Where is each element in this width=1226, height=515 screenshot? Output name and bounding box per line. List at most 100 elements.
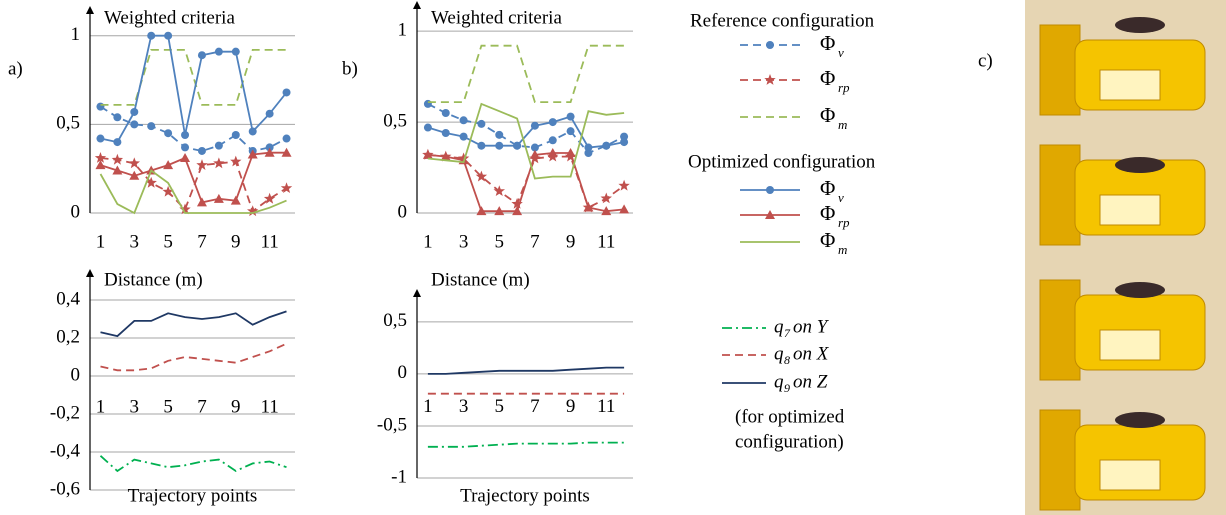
axis-arrow — [413, 1, 421, 9]
robot-frame — [1039, 24, 1206, 511]
x-tick-label: 11 — [597, 396, 615, 417]
marker — [147, 122, 156, 131]
marker — [113, 138, 122, 147]
legend-title: Reference configuration — [690, 10, 875, 31]
legend-label: Φ — [820, 66, 835, 90]
marker — [529, 149, 540, 159]
series-line — [427, 441, 625, 448]
marker — [282, 134, 291, 143]
legend-subscript: v — [838, 45, 844, 60]
marker — [181, 131, 190, 139]
marker — [230, 155, 242, 167]
x-tick-label: 11 — [597, 231, 615, 252]
legend-suffix: on X — [793, 343, 830, 364]
series-line — [100, 49, 287, 106]
x-tick-label: 9 — [566, 396, 576, 417]
x-tick-label: 7 — [197, 231, 207, 252]
legend-label: q — [774, 371, 784, 392]
legend-suffix: on Z — [793, 371, 828, 392]
marker — [495, 141, 504, 150]
y-tick-label: 1 — [398, 20, 408, 41]
series-line — [100, 34, 288, 144]
marker — [477, 119, 486, 128]
marker — [530, 121, 539, 130]
marker — [247, 149, 258, 159]
marker — [147, 31, 156, 40]
marker — [181, 143, 190, 152]
y-tick-label: 0 — [71, 364, 81, 385]
marker — [459, 116, 468, 125]
marker — [196, 197, 207, 207]
x-tick-label: 3 — [459, 231, 469, 252]
marker — [130, 120, 139, 129]
legend-label: Φ — [820, 176, 835, 200]
robot-renderings — [1025, 0, 1226, 515]
x-tick-label: 1 — [423, 231, 433, 252]
legend-label: q — [774, 316, 784, 337]
legend-subscript: 8 — [784, 353, 790, 367]
y-tick-label: -0,2 — [50, 402, 80, 423]
marker — [180, 153, 191, 163]
marker — [94, 152, 107, 163]
marker — [164, 31, 173, 40]
marker — [459, 132, 468, 141]
marker — [512, 206, 523, 216]
marker — [162, 185, 174, 197]
legend-label: Φ — [820, 201, 835, 225]
y-tick-label: 0,4 — [56, 288, 80, 309]
series-line — [100, 151, 287, 204]
panel-label: b) — [342, 58, 358, 79]
x-tick-label: 3 — [459, 396, 469, 417]
marker — [423, 123, 432, 132]
y-tick-label: -1 — [391, 466, 407, 487]
axis-title: Distance (m) — [431, 269, 530, 290]
marker — [619, 204, 630, 214]
marker — [764, 74, 776, 85]
x-axis-label: Trajectory points — [460, 485, 590, 506]
x-tick-label: 7 — [530, 396, 540, 417]
marker — [547, 148, 558, 157]
marker — [584, 143, 593, 152]
marker — [247, 205, 259, 217]
marker — [566, 127, 575, 136]
marker — [476, 206, 487, 216]
y-tick-label: 0,2 — [56, 326, 80, 347]
y-tick-label: 0 — [398, 362, 408, 383]
marker — [423, 99, 432, 108]
marker — [264, 147, 275, 157]
series-line — [427, 366, 625, 375]
series-line — [100, 310, 287, 338]
marker — [197, 51, 206, 60]
x-tick-label: 1 — [96, 396, 106, 417]
marker — [214, 47, 223, 56]
y-tick-label: 0,5 — [56, 113, 80, 134]
x-tick-label: 5 — [495, 231, 505, 252]
legend-label: Φ — [820, 31, 835, 55]
marker — [163, 160, 174, 170]
axis-title: Weighted criteria — [431, 7, 562, 28]
marker — [602, 141, 611, 150]
marker — [213, 193, 224, 203]
marker — [282, 88, 291, 97]
marker — [248, 127, 257, 136]
y-tick-label: -0,6 — [50, 478, 80, 499]
marker — [513, 141, 522, 150]
marker — [600, 192, 612, 204]
x-tick-label: 1 — [423, 396, 433, 417]
marker — [230, 195, 241, 205]
marker — [566, 112, 575, 121]
series-line — [427, 102, 625, 180]
marker — [231, 47, 240, 56]
marker — [548, 118, 557, 127]
series-line — [100, 105, 287, 152]
x-tick-label: 11 — [260, 231, 278, 252]
legend-subscript: m — [838, 117, 847, 132]
marker — [265, 143, 274, 152]
x-tick-label: 5 — [495, 396, 505, 417]
series-line — [99, 169, 287, 215]
y-tick-label: -0,5 — [377, 414, 407, 435]
y-tick-label: 0,5 — [383, 310, 407, 331]
axis-arrow — [86, 269, 94, 277]
marker — [766, 41, 774, 49]
x-tick-label: 9 — [231, 396, 241, 417]
